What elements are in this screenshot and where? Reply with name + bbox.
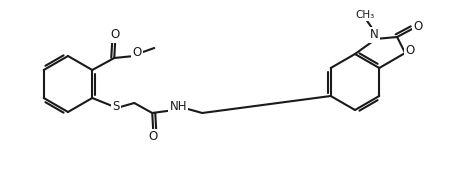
Text: NH: NH — [170, 101, 187, 113]
Text: CH₃: CH₃ — [355, 10, 375, 20]
Text: S: S — [112, 101, 120, 113]
Text: O: O — [133, 47, 142, 59]
Text: O: O — [148, 130, 158, 144]
Text: O: O — [406, 44, 415, 56]
Text: N: N — [370, 28, 378, 41]
Text: O: O — [414, 21, 423, 33]
Text: O: O — [111, 28, 120, 41]
